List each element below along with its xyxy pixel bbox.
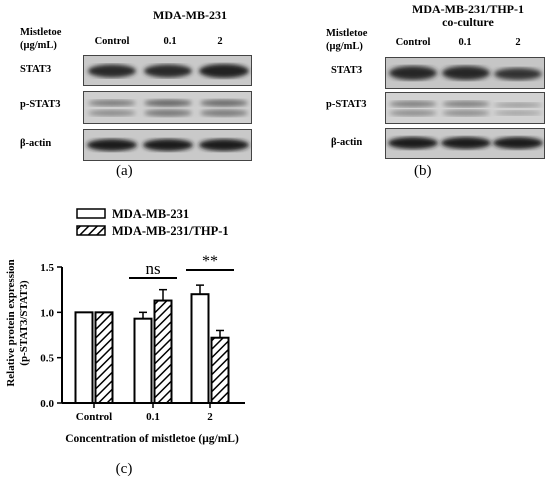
x-tick-label: 0.1: [146, 411, 160, 423]
panel-a-letter: (a): [116, 163, 133, 179]
y-tick-label: 0.0: [40, 398, 54, 410]
legend-swatch-open: [76, 208, 106, 219]
significance-label: ns: [145, 259, 160, 278]
panel-b-row-header-line1: Mistletoe: [326, 28, 368, 39]
panel-a-row-bactin: β-actin: [20, 138, 52, 149]
panel-a-row-header-line2: (μg/mL): [20, 40, 57, 51]
panel-b-lane-0-1: 0.1: [458, 37, 472, 48]
panel-a-row-stat3: STAT3: [20, 64, 52, 75]
bar: [190, 293, 210, 404]
panel-b-title-line1: MDA-MB-231/THP-1: [412, 2, 524, 16]
bar-chart: MDA-MB-231 MDA-MB-231/THP-1 Relative pro…: [5, 207, 245, 477]
panel-b-blot-stat3-bands: [389, 66, 542, 80]
panel-b-row-pstat3: p-STAT3: [326, 99, 367, 110]
y-tick-label: 0.5: [40, 353, 54, 365]
panel-b-blot-pstat3: [385, 92, 545, 124]
y-tick-label: 1.5: [40, 262, 54, 274]
panel-b-blot-bactin: [385, 128, 545, 159]
panel-a-blot-stat3-bands: [88, 64, 249, 78]
panel-b-lane-2: 2: [515, 37, 521, 48]
panel-a-lane-2: 2: [217, 36, 223, 47]
panel-a-blot-stat3: [83, 55, 252, 86]
x-tick-label: Control: [76, 411, 112, 423]
panel-a-lane-0-1: 0.1: [163, 36, 177, 47]
y-axis-title-line1: Relative protein expression: [5, 259, 17, 386]
y-ticks: 0.0 0.5 1.0 1.5: [40, 262, 62, 410]
panel-a-blot-bactin: [83, 129, 252, 161]
panel-a-lane-control: Control: [94, 36, 130, 47]
panel-b-letter: (b): [414, 163, 432, 179]
legend-swatch-hatched: [76, 225, 106, 236]
panel-b-blot-bactin-bands: [388, 137, 543, 149]
panel-a-blot-bactin-bands: [87, 139, 249, 151]
y-tick-label: 1.0: [40, 307, 54, 319]
x-axis-title: Concentration of mistletoe (μg/mL): [65, 433, 239, 445]
panel-b-title-line2: co-culture: [442, 15, 494, 29]
panel-b-row-bactin: β-actin: [331, 137, 363, 148]
panel-b-row-header-line2: (μg/mL): [326, 41, 363, 52]
bar: [133, 317, 153, 404]
significance-group: ns **: [129, 253, 234, 279]
panel-a-row-pstat3: p-STAT3: [20, 99, 61, 110]
bar: [210, 336, 230, 404]
panel-a-blot-pstat3-bands: [88, 99, 248, 117]
y-axis-title-line2: (p-STAT3/STAT3): [18, 280, 30, 366]
bar: [74, 311, 94, 404]
x-tick-label: 2: [207, 411, 213, 423]
panel-b-row-stat3: STAT3: [331, 65, 363, 76]
panel-a-blot-pstat3: [83, 91, 252, 124]
legend-label-open: MDA-MB-231: [112, 207, 189, 221]
panel-b-blot-pstat3-bands: [389, 101, 542, 116]
bar: [153, 299, 173, 404]
significance-label: **: [202, 253, 218, 270]
bars-group: [74, 284, 230, 404]
panel-c-letter: (c): [116, 461, 133, 477]
panel-b-lane-control: Control: [395, 37, 431, 48]
panel-b-blot-stat3: [385, 57, 545, 89]
panel-a-row-header-line1: Mistletoe: [20, 27, 62, 38]
legend-label-hatched: MDA-MB-231/THP-1: [112, 224, 229, 238]
panel-a-title: MDA-MB-231: [153, 8, 227, 22]
bar: [94, 311, 114, 404]
x-ticks: Control 0.1 2: [76, 403, 213, 423]
